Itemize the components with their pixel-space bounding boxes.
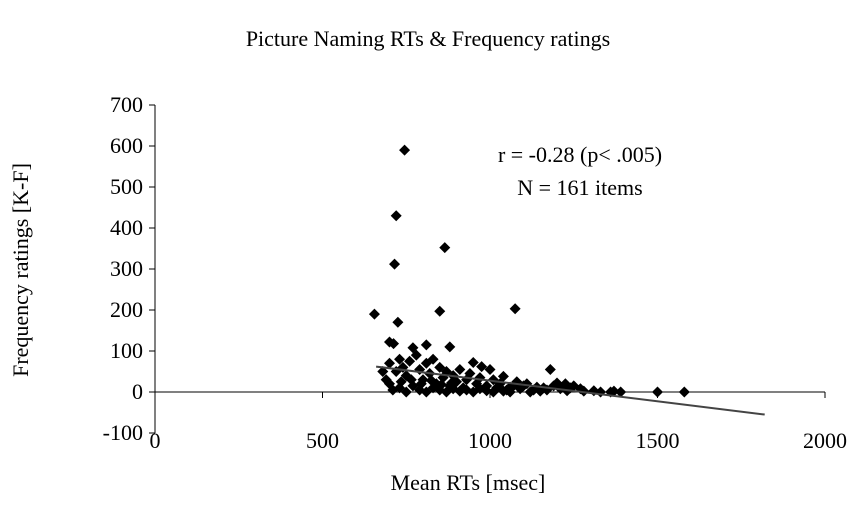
point xyxy=(615,386,627,398)
point xyxy=(524,386,536,398)
point xyxy=(399,144,411,156)
point xyxy=(521,378,533,390)
y-tick-label: 400 xyxy=(110,215,143,240)
point xyxy=(678,386,690,398)
point xyxy=(434,305,446,317)
y-tick-label: 200 xyxy=(110,297,143,322)
point xyxy=(445,377,457,389)
point xyxy=(497,385,509,397)
point xyxy=(578,385,590,397)
y-tick-label: 100 xyxy=(110,338,143,363)
point xyxy=(487,386,499,398)
point xyxy=(384,357,395,369)
point xyxy=(390,210,402,222)
x-tick-label: 2000 xyxy=(803,428,847,453)
point xyxy=(514,383,526,395)
y-tick-label: 500 xyxy=(110,174,143,199)
x-tick-label: 1500 xyxy=(636,428,680,453)
point xyxy=(454,363,466,375)
point xyxy=(368,308,380,320)
point xyxy=(389,258,401,270)
trendline xyxy=(375,365,765,416)
chart-title: Picture Naming RTs & Frequency ratings xyxy=(246,26,610,51)
annotation: r = -0.28 (p< .005) xyxy=(498,142,662,167)
point xyxy=(504,386,516,398)
point xyxy=(652,386,663,398)
y-axis-label: Frequency ratings [K-F] xyxy=(8,163,33,377)
point xyxy=(534,385,546,397)
y-tick-label: 700 xyxy=(110,92,143,117)
x-tick-label: 0 xyxy=(150,428,161,453)
point xyxy=(420,339,432,351)
point xyxy=(439,242,451,254)
point xyxy=(425,375,437,387)
point xyxy=(444,341,456,353)
y-tick-label: 0 xyxy=(132,379,143,404)
point xyxy=(400,386,412,398)
y-tick-label: -100 xyxy=(103,420,143,445)
point xyxy=(394,353,406,365)
x-tick-label: 500 xyxy=(306,428,339,453)
point xyxy=(427,353,439,365)
point xyxy=(476,361,488,373)
x-axis-label: Mean RTs [msec] xyxy=(391,470,546,495)
point xyxy=(464,368,476,380)
x-tick-label: 1000 xyxy=(468,428,512,453)
point xyxy=(484,363,496,375)
point xyxy=(467,356,479,368)
point xyxy=(435,379,447,391)
point xyxy=(410,349,422,361)
point xyxy=(544,363,556,375)
point xyxy=(395,376,407,388)
point xyxy=(405,374,417,386)
point xyxy=(404,355,416,367)
point xyxy=(388,338,400,350)
point xyxy=(392,316,404,328)
point xyxy=(608,385,620,397)
annotation: N = 161 items xyxy=(517,175,642,200)
point xyxy=(509,303,521,315)
point xyxy=(415,378,427,390)
y-tick-label: 600 xyxy=(110,133,143,158)
y-tick-label: 300 xyxy=(110,256,143,281)
